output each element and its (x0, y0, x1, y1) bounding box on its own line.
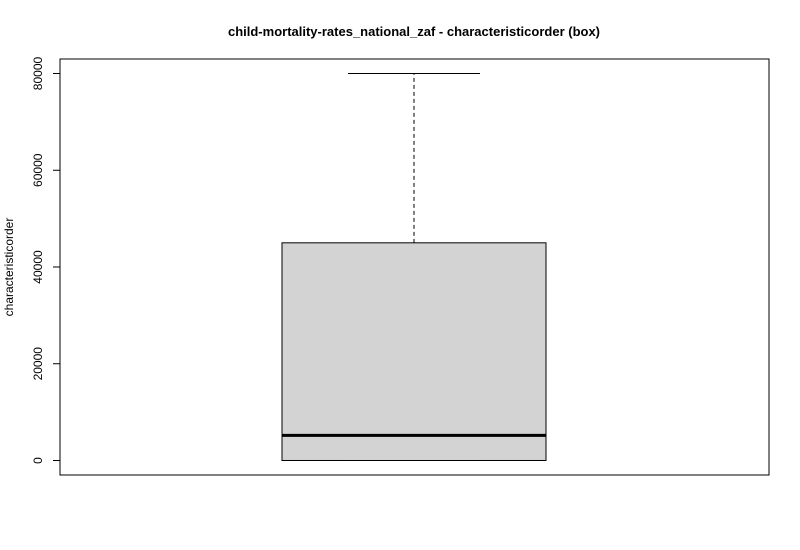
y-tick-label: 60000 (31, 153, 45, 187)
y-tick-label: 80000 (31, 57, 45, 91)
interquartile-box (281, 242, 547, 461)
y-axis-label: characteristicorder (2, 218, 16, 317)
y-tick-label: 40000 (31, 250, 45, 284)
y-tick-label: 0 (31, 457, 45, 464)
y-tick-label: 20000 (31, 347, 45, 381)
chart-title: child-mortality-rates_national_zaf - cha… (228, 24, 600, 39)
y-axis: 0 20000 40000 60000 80000 (31, 57, 61, 464)
box-plot (281, 73, 547, 461)
